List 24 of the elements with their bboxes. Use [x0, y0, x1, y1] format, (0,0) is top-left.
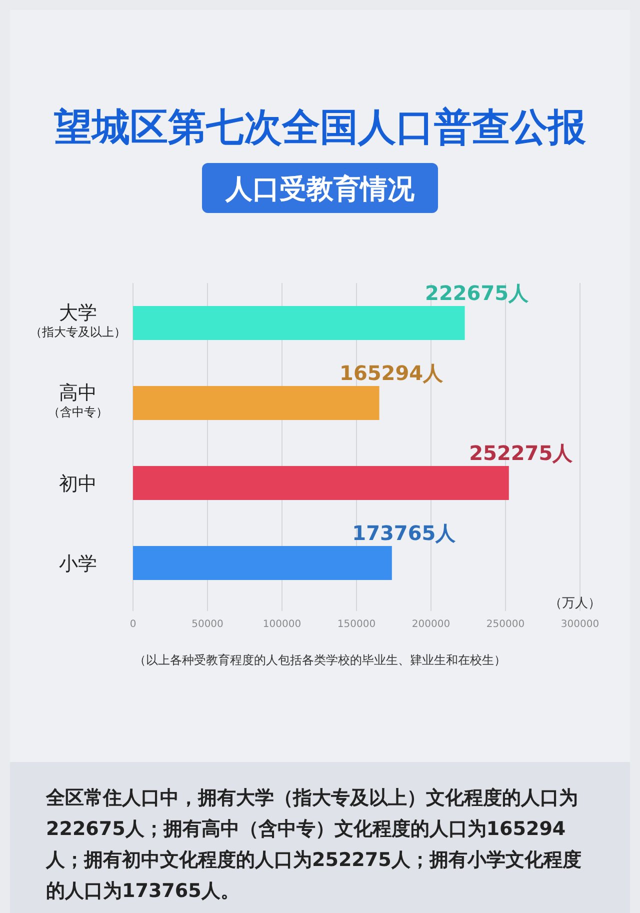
- data-label: 173765人: [352, 521, 457, 545]
- chart-title: 望城区第七次全国人口普查公报: [54, 105, 587, 149]
- chart-subtitle: 人口受教育情况: [224, 174, 416, 205]
- x-tick-label: 200000: [412, 619, 450, 630]
- y-tick-label: 小学: [59, 553, 97, 575]
- bar: [133, 546, 392, 580]
- bar: [133, 386, 380, 420]
- x-tick-label: 0: [130, 619, 136, 630]
- x-tick-label: 300000: [560, 619, 600, 630]
- x-tick-label: 150000: [337, 619, 376, 630]
- text: （以上各种受教育程度的人包括各类学校的毕业生、肄业生和在校生）: [134, 653, 506, 667]
- y-tick-label: 高中（含中专）: [48, 382, 108, 419]
- data-label: 222675人: [425, 281, 530, 305]
- y-tick-label: 初中: [59, 473, 97, 495]
- x-tick-label: 100000: [262, 619, 302, 630]
- data-label: 252275人: [469, 441, 574, 465]
- bar: [133, 306, 465, 340]
- bar: [133, 466, 509, 500]
- y-tick-label: 大学（指大专及以上）: [30, 302, 126, 339]
- x-axis-title: （万人）: [549, 596, 601, 611]
- x-tick-label: 50000: [192, 619, 224, 630]
- data-label: 165294人: [340, 361, 444, 385]
- text: 全区常住人口中，拥有大学（指大专及以上）文化程度的人口为222675人；拥有高中（含中专）文化程度的人口为165294人；拥有初中文化程度的人口为252275人；拥有小学文化程度的人口为173765人。: [46, 786, 582, 904]
- x-tick-label: 250000: [486, 619, 525, 630]
